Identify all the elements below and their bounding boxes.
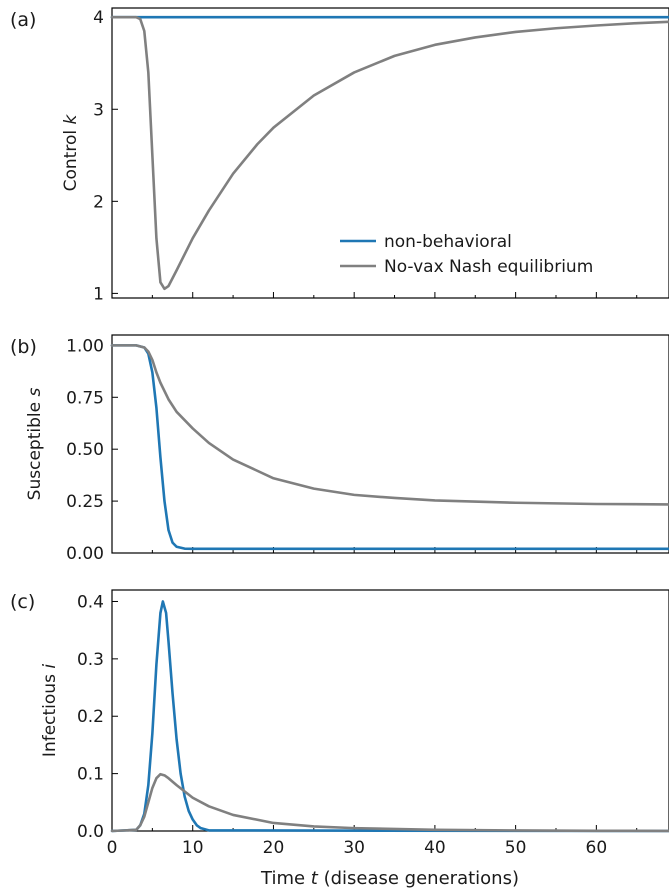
y-tick-label: 0.75 xyxy=(66,388,104,408)
panel-label: (c) xyxy=(10,591,35,613)
y-tick-label: 0.50 xyxy=(66,440,104,460)
y-tick-label: 0.0 xyxy=(77,822,104,842)
x-axis-label-suffix: (disease generations) xyxy=(318,868,519,889)
panel-label: (a) xyxy=(10,9,36,31)
panel-label: (b) xyxy=(10,336,37,358)
y-tick-label: 0.2 xyxy=(77,707,104,727)
y-tick-label: 2 xyxy=(93,192,104,212)
x-tick-label: 20 xyxy=(263,838,285,858)
x-tick-label: 50 xyxy=(505,838,527,858)
x-tick-label: 0 xyxy=(107,838,118,858)
panel-2: 0.00 0.25 0.50 0.75 1.00 (b) Susceptible s xyxy=(10,334,669,564)
series-line-nash-equilibrium xyxy=(110,15,669,291)
y-tick-label: 3 xyxy=(93,100,104,120)
legend-entry: No-vax Nash equilibrium xyxy=(384,257,593,277)
y-axis-label-var: k xyxy=(61,114,81,125)
legend: non-behavioral No-vax Nash equilibrium xyxy=(340,232,593,277)
x-tick-label: 60 xyxy=(586,838,608,858)
series-line-nash-equilibrium xyxy=(110,772,669,833)
x-tick-label: 40 xyxy=(424,838,446,858)
panel-3: 0.0 0.1 0.2 0.3 0.4 0 10 20 30 40 50 60 (c) Infectiou… xyxy=(10,589,669,858)
plot-frame xyxy=(111,7,669,299)
y-tick-label: 0.1 xyxy=(77,765,104,785)
legend-entry: non-behavioral xyxy=(384,232,512,252)
y-axis-label: Control k xyxy=(61,114,81,192)
series-line-nash-equilibrium xyxy=(110,344,669,506)
series-line-non-behavioral xyxy=(110,344,669,551)
series-line-non-behavioral xyxy=(110,600,669,833)
y-axis-label-prefix: Susceptible xyxy=(25,397,45,501)
y-axis-label-prefix: Infectious xyxy=(40,669,60,757)
x-tick-label: 30 xyxy=(343,838,365,858)
y-tick-label: 0.00 xyxy=(66,544,104,564)
y-axis-label-prefix: Control xyxy=(61,125,81,192)
x-tick-label: 10 xyxy=(182,838,204,858)
y-tick-label: 1 xyxy=(93,284,104,304)
panel-1: 1 2 3 4 (a) Control k non-behavioral No-vax Nas… xyxy=(10,7,669,304)
y-axis-label-var: i xyxy=(40,664,60,669)
y-axis-label: Susceptible s xyxy=(25,388,45,501)
plot-frame xyxy=(111,589,669,832)
y-axis-label: Infectious i xyxy=(40,664,60,757)
y-axis-label-var: s xyxy=(25,388,45,397)
x-axis-label: Time t (disease generations) xyxy=(260,868,519,889)
plot-frame xyxy=(111,334,669,554)
y-tick-label: 0.25 xyxy=(66,492,104,512)
y-tick-label: 1.00 xyxy=(66,336,104,356)
y-tick-label: 0.4 xyxy=(77,592,104,612)
x-axis-label-var: t xyxy=(311,868,319,889)
y-tick-label: 0.3 xyxy=(77,650,104,670)
x-axis-label-prefix: Time xyxy=(260,868,311,889)
y-tick-label: 4 xyxy=(93,8,104,28)
